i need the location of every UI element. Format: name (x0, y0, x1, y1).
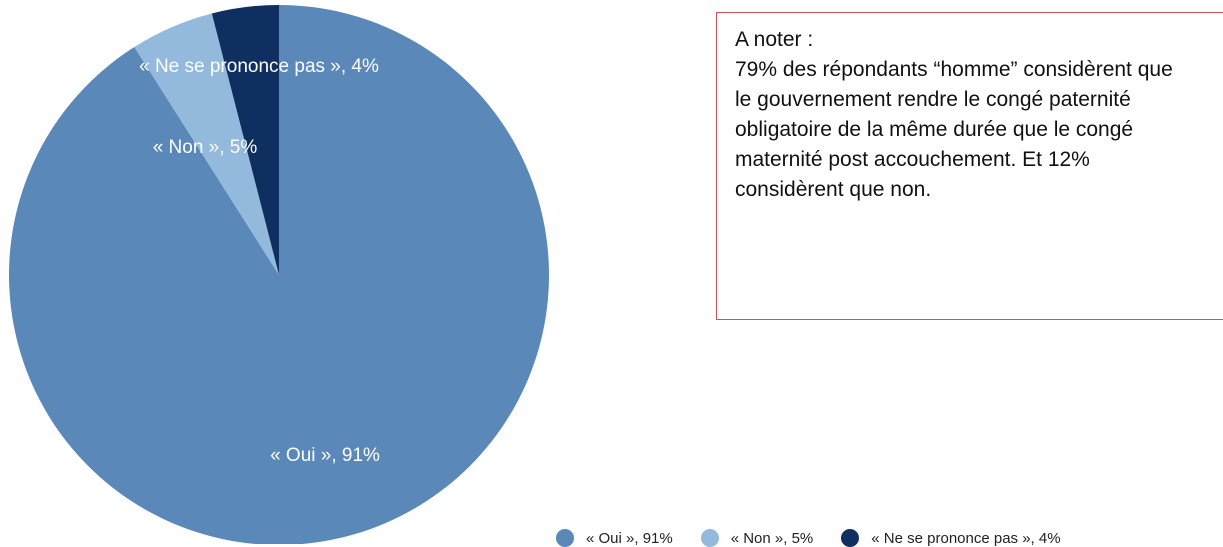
pie-slice-oui (9, 5, 549, 544)
legend-label-ne-se-prononce-pas: « Ne se prononce pas », 4% (871, 529, 1061, 547)
legend-item-ne-se-prononce-pas: « Ne se prononce pas », 4% (841, 529, 1061, 547)
note-box: A noter : 79% des répondants “homme” con… (716, 12, 1223, 320)
pie-slice-ne-se-prononce-pas (211, 5, 279, 275)
note-line-4: maternité post accouchement. Et 12% (735, 148, 1090, 171)
legend-label-non: « Non », 5% (730, 529, 814, 547)
slice-labels: « Oui », 91% « Non », 5% « Ne se prononce … (139, 56, 380, 466)
note-line-3: obligatoire de la même durée que le cong… (735, 118, 1134, 141)
note-line-5: considèrent que non. (735, 178, 932, 201)
legend-item-non: « Non », 5% (700, 529, 814, 547)
legend-label-oui: « Oui », 91% (586, 529, 673, 547)
slice-label-non: « Non », 5% (153, 137, 258, 158)
note-line-1: 79% des répondants “homme” considèrent q… (735, 58, 1173, 81)
legend-swatch-oui (556, 529, 574, 547)
note-title: A noter : (735, 28, 814, 51)
slice-label-oui: « Oui », 91% (270, 445, 380, 466)
pie-slices (9, 5, 549, 544)
legend-swatch-non (700, 529, 719, 547)
legend-item-oui: « Oui », 91% (556, 529, 673, 547)
pie-slice-non (134, 13, 279, 276)
note-line-2: le gouvernement rendre le congé paternit… (735, 88, 1131, 111)
slice-label-ne-se-prononce-pas: « Ne se prononce pas », 4% (139, 56, 379, 77)
chart-legend: « Oui », 91% « Non », 5% « Ne se prononc… (556, 529, 1061, 547)
legend-swatch-ne-se-prononce-pas (841, 529, 860, 547)
